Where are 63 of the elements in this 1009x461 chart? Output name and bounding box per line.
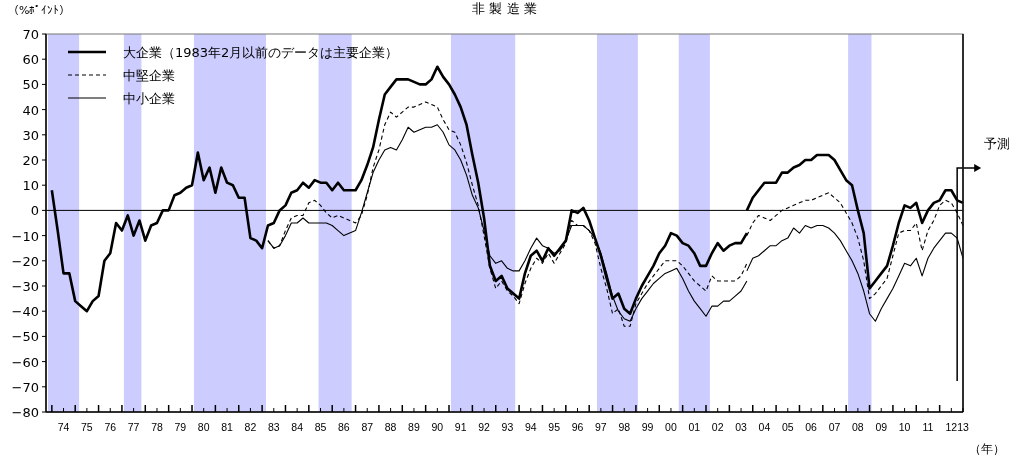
x-tick-label: 95 bbox=[548, 421, 561, 433]
x-tick-label: 77 bbox=[127, 421, 140, 433]
x-tick-label: 04 bbox=[758, 421, 771, 433]
x-tick-label: 83 bbox=[267, 421, 280, 433]
y-tick-label: 30 bbox=[22, 127, 39, 143]
x-tick-label: 00 bbox=[665, 421, 677, 433]
y-tick-label: −30 bbox=[11, 279, 39, 294]
x-tick-label: 84 bbox=[291, 421, 304, 433]
x-tick-label: 82 bbox=[244, 421, 257, 433]
y-tick-label: −10 bbox=[11, 228, 39, 244]
y-tick-label: 60 bbox=[22, 52, 39, 68]
x-tick-label: 80 bbox=[197, 421, 210, 433]
x-tick-label: 94 bbox=[524, 421, 537, 433]
y-tick-label: 70 bbox=[22, 27, 39, 42]
y-tick-label: 0 bbox=[30, 203, 39, 219]
x-tick-label: 96 bbox=[571, 421, 584, 433]
x-tick-label: 88 bbox=[384, 421, 397, 433]
y-tick-label: −50 bbox=[11, 329, 39, 345]
x-tick-label: 85 bbox=[314, 421, 327, 433]
x-tick-label: 92 bbox=[478, 421, 491, 433]
x-tick-label: 86 bbox=[338, 421, 350, 433]
x-tick-label: 76 bbox=[104, 421, 117, 433]
chart-title: 非 製 造 業 bbox=[472, 1, 537, 16]
x-tick-label: 08 bbox=[852, 421, 864, 433]
x-tick-label: 10 bbox=[898, 421, 911, 433]
x-tick-label: 07 bbox=[828, 421, 841, 433]
y-tick-label: 20 bbox=[22, 153, 39, 168]
x-tick-label: 87 bbox=[361, 421, 374, 433]
x-tick-label: 74 bbox=[57, 421, 70, 433]
y-tick-label: 40 bbox=[22, 102, 39, 118]
y-tick-label: 10 bbox=[22, 178, 39, 194]
x-tick-label: 90 bbox=[431, 421, 444, 433]
x-tick-label: 99 bbox=[641, 421, 654, 433]
y-tick-label: 50 bbox=[22, 77, 39, 93]
y-tick-label: −40 bbox=[11, 304, 39, 320]
x-tick-label: 03 bbox=[735, 421, 748, 433]
legend-label: 大企業（1983年2月以前のデータは主要企業） bbox=[123, 45, 399, 60]
x-tick-label: 01 bbox=[688, 421, 701, 433]
x-tick-label: 93 bbox=[501, 421, 514, 433]
x-tick-label: 79 bbox=[174, 421, 187, 433]
x-tick-label: 98 bbox=[618, 421, 631, 433]
x-tick-label: 91 bbox=[454, 421, 467, 433]
x-tick-label: 81 bbox=[221, 421, 234, 433]
x-tick-label: 12 bbox=[945, 421, 958, 433]
x-axis-title: （年） bbox=[969, 442, 1005, 456]
y-tick-label: −70 bbox=[11, 379, 39, 395]
x-tick-label: 11 bbox=[922, 421, 934, 433]
x-tick-label: 13 bbox=[957, 421, 969, 433]
x-tick-label: 02 bbox=[711, 421, 724, 433]
y-tick-label: −20 bbox=[11, 253, 39, 269]
y-axis-title: （%ﾎﾟｲﾝﾄ） bbox=[8, 4, 71, 17]
x-tick-label: 75 bbox=[81, 421, 93, 433]
y-tick-label: −80 bbox=[11, 405, 39, 420]
x-tick-label: 05 bbox=[781, 421, 794, 433]
x-tick-label: 89 bbox=[408, 421, 420, 433]
x-tick-label: 97 bbox=[595, 421, 607, 433]
ref-line-label: 予測 bbox=[984, 136, 1009, 151]
y-tick-label: −60 bbox=[11, 354, 39, 370]
legend-label: 中小企業 bbox=[123, 91, 175, 106]
x-tick-label: 09 bbox=[875, 421, 888, 433]
x-tick-label: 78 bbox=[151, 421, 163, 433]
x-tick-label: 06 bbox=[805, 421, 818, 433]
legend-label: 中堅企業 bbox=[123, 68, 175, 83]
